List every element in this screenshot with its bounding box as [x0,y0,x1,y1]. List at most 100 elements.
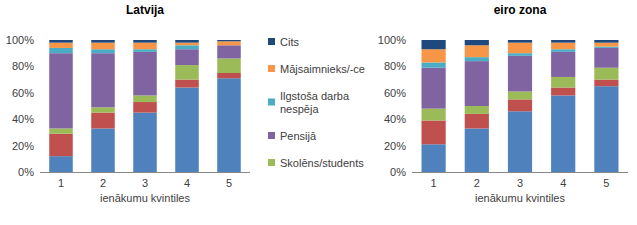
legend-line: nespēja [280,103,319,115]
bar-segment [175,49,199,65]
x-tick-label: 1 [58,177,64,189]
bar-segment [465,114,489,129]
chart-title: Latvija [126,3,164,17]
bar-segment [422,62,446,67]
x-tick-label: 1 [431,177,437,189]
bar-segment [217,40,241,41]
bar-segment [508,53,532,56]
legend-line: Pensijā [280,130,317,142]
y-tick [409,40,412,41]
bar-segment [551,43,575,50]
bar-segment [175,43,199,46]
x-tick-label: 3 [517,177,523,189]
legend-line: Skolēns/students [280,157,364,169]
bar-segment [175,65,199,80]
bar-segment [594,40,618,43]
bar-segment [465,61,489,106]
y-tick-label: 80% [12,60,34,72]
chart: Latvija0%20%40%60%80%100%12345ienākumu k… [6,3,250,204]
y-tick-label: 80% [384,60,406,72]
y-tick [37,66,40,67]
bar-segment [508,111,532,172]
y-tick-label: 0% [18,166,34,178]
y-tick-label: 40% [384,113,406,125]
bar-segment [133,43,157,50]
x-tick-label: 2 [100,177,106,189]
x-tick-label: 3 [142,177,148,189]
bar-segment [551,77,575,88]
x-axis [40,172,250,173]
bars [49,40,241,172]
bar-segment [175,45,199,49]
bar-segment [175,40,199,43]
legend-label: Mājsaimnieks/-ce [280,63,365,75]
bar-segment [175,88,199,172]
x-axis-label: ienākumu kvintiles [100,192,190,204]
y-tick [37,119,40,120]
bar-segment [508,91,532,99]
bar-segment [217,78,241,172]
y-tick-label: 40% [12,113,34,125]
bar-segment [217,73,241,78]
legend-line: Ilgstoša darba [280,90,350,102]
bar-segment [465,106,489,114]
x-axis [412,172,628,173]
y-tick-label: 60% [384,87,406,99]
bar-segment [465,128,489,172]
legend-swatch [268,159,275,166]
legend-swatch [268,65,275,72]
bar-segment [91,43,115,50]
y-tick-label: 100% [6,34,34,46]
bar-segment [49,134,73,156]
bar-segment [465,40,489,45]
y-tick [409,172,412,173]
y-tick [409,92,412,93]
bar-segment [49,156,73,172]
bar-segment [217,58,241,73]
y-tick [409,66,412,67]
y-tick [37,40,40,41]
bar-segment [91,128,115,172]
bar-segment [422,68,446,109]
chart-title: eiro zona [494,3,547,17]
bar-segment [422,144,446,172]
bar-segment [175,80,199,88]
legend-label: Ilgstoša darbanespēja [280,90,350,115]
y-tick [409,145,412,146]
bar-segment [551,49,575,52]
x-tick-label: 5 [603,177,609,189]
y-tick-label: 20% [12,140,34,152]
legend: Cits Mājsaimnieks/-ce Ilgstoša darbanespēj… [268,36,365,169]
legend-swatch [268,38,275,45]
x-tick-label: 5 [226,177,232,189]
bar-segment [49,43,73,48]
legend-label: Skolēns/students [280,157,364,169]
y-tick [37,92,40,93]
y-tick-label: 100% [378,34,406,46]
bar-segment [508,56,532,92]
bar-segment [422,49,446,62]
bar-segment [594,86,618,172]
bar-segment [594,48,618,68]
bar-segment [422,40,446,49]
bar-segment [49,48,73,53]
figure: Latvija0%20%40%60%80%100%12345ienākumu k… [0,0,637,225]
bar-segment [551,52,575,77]
bar-segment [594,80,618,87]
x-tick-label: 4 [184,177,190,189]
y-tick-label: 0% [390,166,406,178]
legend-label: Cits [280,36,299,48]
bar-segment [133,40,157,43]
bar-segment [551,95,575,172]
bar-segment [465,45,489,57]
bar-segment [133,52,157,96]
bar-segment [551,88,575,96]
bars [422,40,619,172]
bar-segment [594,43,618,47]
bar-segment [217,45,241,58]
chart: eiro zona0%20%40%60%80%100%12345ienākumu… [378,3,628,204]
bar-segment [508,99,532,111]
bar-segment [594,47,618,48]
y-tick-label: 20% [384,140,406,152]
x-tick-label: 2 [474,177,480,189]
